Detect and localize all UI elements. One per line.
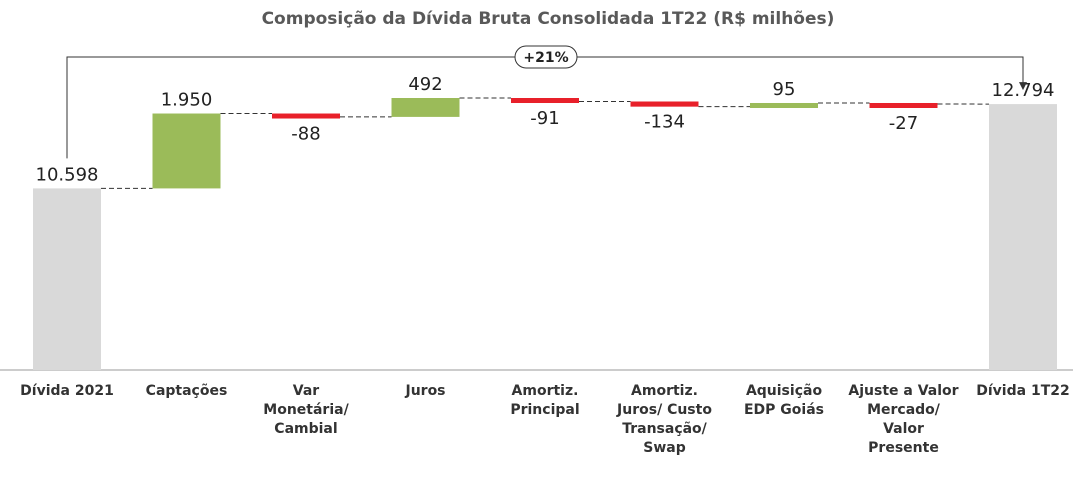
x-tick-label: Dívida 1T22 (976, 383, 1070, 399)
x-tick-label: Var Monetária/ Cambial (263, 383, 349, 437)
x-tick-label: Aquisição EDP Goiás (743, 383, 824, 418)
x-tick-label: Amortiz. Principal (510, 383, 580, 418)
x-tick-label: Captações (145, 383, 228, 399)
annotation-box (514, 45, 578, 69)
annotation: +21% (523, 50, 568, 66)
bar (750, 102, 818, 108)
bar (869, 102, 938, 108)
x-tick-label: Dívida 2021 (20, 383, 114, 399)
bar (391, 98, 460, 117)
bar (33, 188, 101, 370)
bar (272, 113, 340, 119)
value-label: -91 (530, 108, 559, 129)
x-tick-label: Ajuste a Valor Mercado/ Valor Presente (848, 383, 959, 456)
value-label: 12.794 (992, 80, 1055, 101)
bar (989, 104, 1057, 371)
x-tick-label: Amortiz. Juros/ Custo Transação/ Swap (617, 383, 712, 456)
value-label: -27 (889, 113, 918, 134)
value-label: 10.598 (36, 164, 99, 185)
value-label: 95 (773, 79, 796, 100)
value-label: -134 (644, 112, 685, 133)
value-label: 492 (408, 74, 442, 95)
value-label: 1.950 (161, 90, 213, 111)
chart-title: Composição da Dívida Bruta Consolidada 1… (262, 9, 835, 29)
bar (152, 113, 221, 189)
bar (511, 98, 579, 104)
value-label: -88 (291, 124, 320, 145)
x-tick-label: Juros (405, 383, 446, 399)
arrow-head (1019, 82, 1027, 91)
bar (630, 101, 699, 107)
